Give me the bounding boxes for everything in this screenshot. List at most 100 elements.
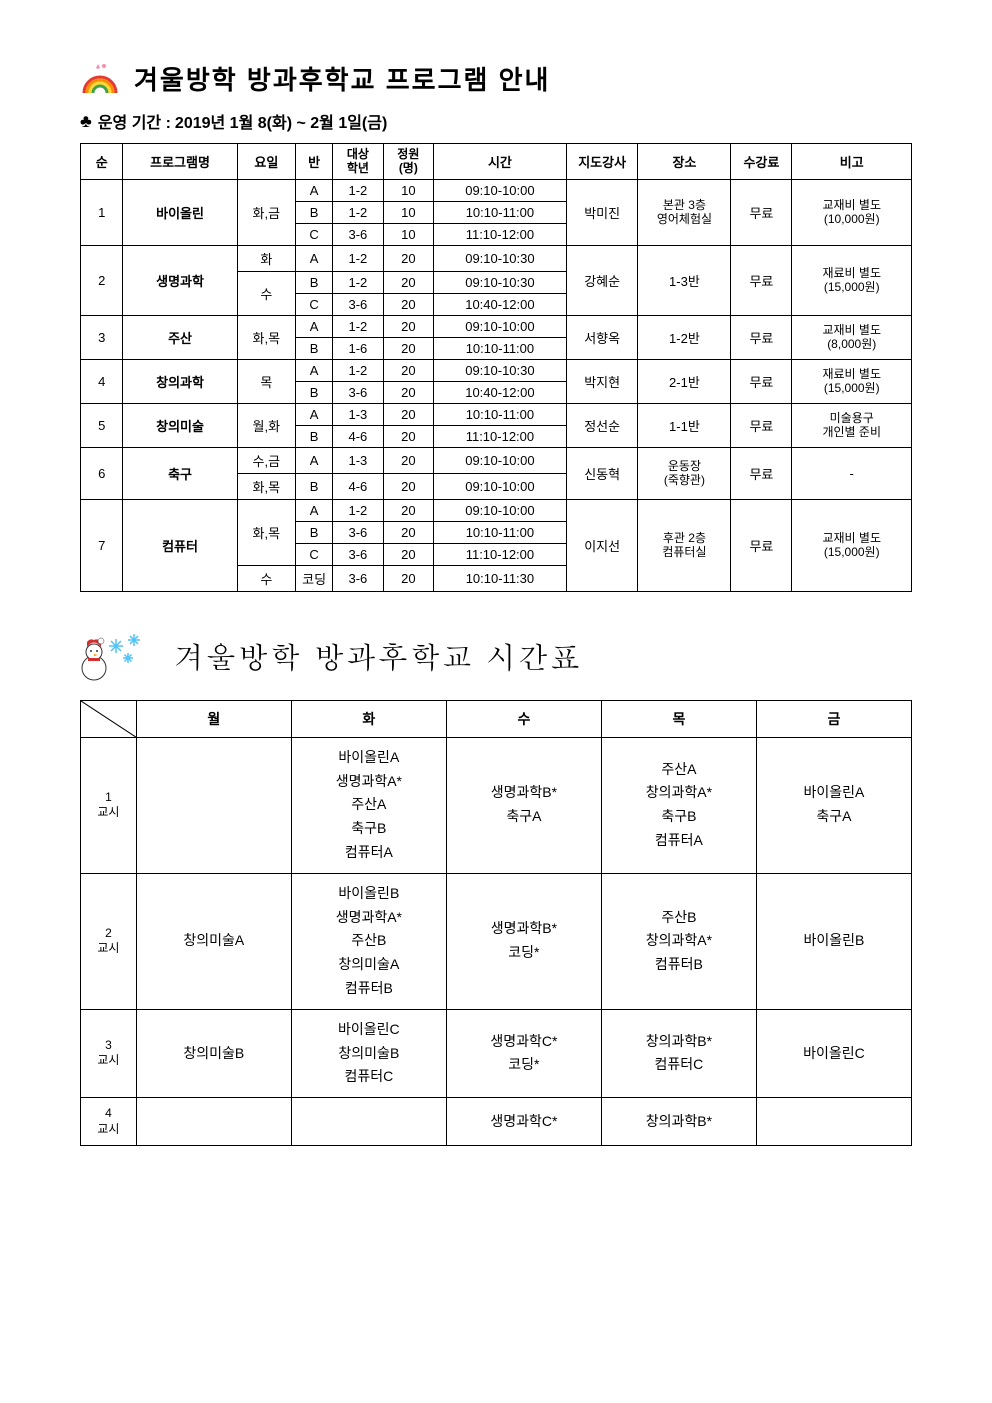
cell-time: 10:10-11:00 xyxy=(434,521,567,543)
cell-capacity: 20 xyxy=(383,359,433,381)
cell-grade: 3-6 xyxy=(333,293,383,315)
cell-teacher: 이지선 xyxy=(566,499,638,591)
cell-class: 코딩 xyxy=(296,565,333,591)
cell-class: B xyxy=(296,473,333,499)
cell-class: B xyxy=(296,337,333,359)
header-no: 순 xyxy=(81,144,123,180)
period-label: 2교시 xyxy=(81,873,137,1009)
cell-capacity: 20 xyxy=(383,565,433,591)
header-wed: 수 xyxy=(446,700,601,737)
cell-grade: 1-2 xyxy=(333,179,383,201)
timetable-cell: 바이올린B xyxy=(756,873,911,1009)
cell-grade: 3-6 xyxy=(333,521,383,543)
period-row: ♣ 운영 기간 : 2019년 1월 8(화) ~ 2월 1일(금) xyxy=(80,109,912,133)
cell-time: 10:10-11:30 xyxy=(434,565,567,591)
cell-grade: 1-2 xyxy=(333,271,383,293)
cell-class: B xyxy=(296,201,333,223)
timetable-row: 3교시창의미술B바이올린C창의미술B컴퓨터C생명과학C*코딩*창의과학B*컴퓨터… xyxy=(81,1009,912,1097)
cell-grade: 1-2 xyxy=(333,245,383,271)
page-title: 겨울방학 방과후학교 프로그램 안내 xyxy=(134,60,550,97)
cell-time: 09:10-10:00 xyxy=(434,473,567,499)
cell-fee: 무료 xyxy=(731,315,792,359)
cell-grade: 3-6 xyxy=(333,223,383,245)
cell-grade: 4-6 xyxy=(333,425,383,447)
cell-fee: 무료 xyxy=(731,447,792,499)
cell-note: - xyxy=(792,447,912,499)
cell-fee: 무료 xyxy=(731,245,792,315)
timetable-title: 겨울방학 방과후학교 시간표 xyxy=(174,635,582,677)
cell-program: 창의과학 xyxy=(123,359,237,403)
cell-time: 10:10-11:00 xyxy=(434,201,567,223)
cell-place: 본관 3층영어체험실 xyxy=(638,179,731,245)
cell-capacity: 20 xyxy=(383,473,433,499)
cell-no: 2 xyxy=(81,245,123,315)
cell-class: C xyxy=(296,543,333,565)
table-row: 2생명과학화A1-22009:10-10:30강혜순1-3반무료재료비 별도(1… xyxy=(81,245,912,271)
period-label: 4교시 xyxy=(81,1098,137,1146)
header-mon: 월 xyxy=(136,700,291,737)
snowman-icon xyxy=(74,628,164,684)
cell-class: A xyxy=(296,179,333,201)
cell-capacity: 20 xyxy=(383,425,433,447)
table-row: 5창의미술월,화A1-32010:10-11:00정선순1-1반무료미술용구개인… xyxy=(81,403,912,425)
cell-days: 월,화 xyxy=(237,403,295,447)
period-label: 1교시 xyxy=(81,737,137,873)
cell-no: 4 xyxy=(81,359,123,403)
cell-place: 1-1반 xyxy=(638,403,731,447)
cell-class: B xyxy=(296,521,333,543)
cell-program: 바이올린 xyxy=(123,179,237,245)
cell-time: 09:10-10:00 xyxy=(434,447,567,473)
timetable-corner xyxy=(81,700,137,737)
cell-teacher: 박지현 xyxy=(566,359,638,403)
header-capacity: 정원 (명) xyxy=(383,144,433,180)
cell-place: 1-2반 xyxy=(638,315,731,359)
header-fee: 수강료 xyxy=(731,144,792,180)
cell-grade: 4-6 xyxy=(333,473,383,499)
timetable-row: 4교시생명과학C*창의과학B* xyxy=(81,1098,912,1146)
cell-program: 축구 xyxy=(123,447,237,499)
club-icon: ♣ xyxy=(80,111,92,132)
cell-time: 11:10-12:00 xyxy=(434,223,567,245)
cell-time: 09:10-10:00 xyxy=(434,499,567,521)
cell-time: 10:10-11:00 xyxy=(434,337,567,359)
cell-teacher: 박미진 xyxy=(566,179,638,245)
cell-teacher: 강혜순 xyxy=(566,245,638,315)
cell-grade: 1-2 xyxy=(333,315,383,337)
cell-teacher: 서향옥 xyxy=(566,315,638,359)
header-note: 비고 xyxy=(792,144,912,180)
period-value: 2019년 1월 8(화) ~ 2월 1일(금) xyxy=(175,109,387,133)
timetable-row: 1교시바이올린A생명과학A*주산A축구B컴퓨터A생명과학B*축구A주산A창의과학… xyxy=(81,737,912,873)
cell-fee: 무료 xyxy=(731,403,792,447)
cell-fee: 무료 xyxy=(731,179,792,245)
cell-time: 11:10-12:00 xyxy=(434,543,567,565)
rainbow-icon xyxy=(80,61,120,97)
cell-class: B xyxy=(296,271,333,293)
cell-capacity: 20 xyxy=(383,543,433,565)
cell-time: 09:10-10:30 xyxy=(434,245,567,271)
table-row: 3주산화,목A1-22009:10-10:00서향옥1-2반무료교재비 별도(8… xyxy=(81,315,912,337)
cell-time: 10:40-12:00 xyxy=(434,293,567,315)
cell-grade: 3-6 xyxy=(333,381,383,403)
cell-capacity: 10 xyxy=(383,179,433,201)
cell-days: 수,금 xyxy=(237,447,295,473)
table-row: 4창의과학목A1-22009:10-10:30박지현2-1반무료재료비 별도(1… xyxy=(81,359,912,381)
timetable-cell: 생명과학C*코딩* xyxy=(446,1009,601,1097)
timetable-cell: 주산A창의과학A*축구B컴퓨터A xyxy=(601,737,756,873)
cell-grade: 3-6 xyxy=(333,543,383,565)
cell-class: A xyxy=(296,499,333,521)
period-label: 운영 기간 : xyxy=(98,109,171,133)
cell-class: B xyxy=(296,381,333,403)
table-row: 7컴퓨터화,목A1-22009:10-10:00이지선후관 2층컴퓨터실무료교재… xyxy=(81,499,912,521)
header-days: 요일 xyxy=(237,144,295,180)
timetable-cell xyxy=(136,737,291,873)
cell-no: 1 xyxy=(81,179,123,245)
timetable-cell: 생명과학B*코딩* xyxy=(446,873,601,1009)
cell-capacity: 20 xyxy=(383,499,433,521)
cell-capacity: 10 xyxy=(383,223,433,245)
header-fri: 금 xyxy=(756,700,911,737)
timetable-cell: 생명과학B*축구A xyxy=(446,737,601,873)
program-table: 순 프로그램명 요일 반 대상 학년 정원 (명) 시간 지도강사 장소 수강료… xyxy=(80,143,912,592)
cell-days: 화,목 xyxy=(237,499,295,565)
cell-place: 1-3반 xyxy=(638,245,731,315)
cell-capacity: 20 xyxy=(383,271,433,293)
